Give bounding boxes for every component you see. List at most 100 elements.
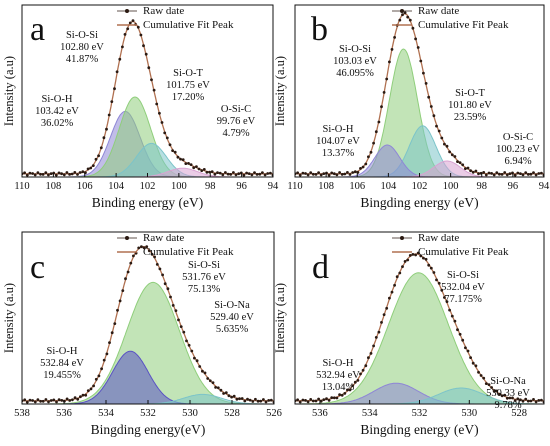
raw-data-point bbox=[137, 246, 141, 250]
raw-data-point bbox=[102, 358, 106, 362]
raw-data-point bbox=[99, 146, 103, 150]
chart-panel-d: 536 534 532 530 528 Bingding energy (eV) Inten… bbox=[273, 231, 545, 437]
raw-data-point bbox=[65, 171, 69, 174]
raw-data-point bbox=[49, 399, 53, 402]
raw-data-point bbox=[445, 144, 449, 148]
raw-data-point bbox=[443, 142, 446, 146]
raw-data-point bbox=[325, 397, 328, 401]
annotation-line: 46.095% bbox=[336, 68, 374, 79]
raw-data-point bbox=[25, 400, 29, 404]
raw-data-point bbox=[150, 252, 154, 256]
raw-data-point bbox=[369, 150, 373, 154]
raw-data-point bbox=[118, 57, 122, 61]
raw-data-point bbox=[393, 36, 396, 39]
raw-data-point bbox=[414, 37, 417, 41]
x-tick-label: 110 bbox=[287, 181, 302, 192]
raw-data-point bbox=[353, 170, 357, 174]
raw-data-point bbox=[232, 171, 235, 174]
raw-data-point bbox=[335, 396, 339, 400]
raw-data-point bbox=[534, 173, 538, 177]
raw-data-point bbox=[256, 399, 260, 403]
raw-data-point bbox=[250, 173, 254, 177]
raw-data-point bbox=[416, 46, 420, 49]
plot-area bbox=[295, 251, 544, 404]
raw-data-point bbox=[131, 19, 135, 22]
raw-data-point bbox=[97, 374, 101, 378]
raw-data-point bbox=[173, 150, 177, 154]
raw-data-point bbox=[33, 173, 37, 177]
raw-data-point bbox=[39, 399, 42, 403]
raw-data-point bbox=[107, 113, 111, 117]
raw-data-point bbox=[469, 169, 472, 173]
raw-data-point bbox=[304, 399, 307, 402]
peak-annotation: Si-O-Si 103.03 eV 46.095% bbox=[333, 44, 377, 79]
raw-data-point bbox=[322, 398, 326, 401]
x-tick-label: 98 bbox=[477, 181, 488, 192]
x-axis-title: Binding energy (eV) bbox=[92, 195, 203, 210]
legend-fit-label: Cumulative Fit Peak bbox=[143, 246, 234, 258]
annotation-line: 5.635% bbox=[216, 324, 249, 335]
raw-data-point bbox=[105, 352, 109, 356]
raw-data-point bbox=[340, 173, 344, 176]
legend: Raw date Cumulative Fit Peak bbox=[392, 232, 509, 258]
raw-data-point bbox=[314, 173, 318, 176]
peak-si-o-na bbox=[295, 387, 544, 404]
raw-data-point bbox=[484, 382, 488, 385]
raw-data-point bbox=[41, 399, 45, 403]
x-tick-label: 534 bbox=[362, 408, 379, 419]
annotation-line: 36.02% bbox=[41, 118, 74, 129]
raw-data-point bbox=[495, 389, 499, 393]
raw-data-point bbox=[500, 394, 504, 398]
x-tick-label: 530 bbox=[182, 408, 198, 419]
raw-data-point bbox=[508, 172, 512, 176]
raw-data-point bbox=[47, 173, 50, 177]
raw-data-point bbox=[330, 396, 334, 399]
raw-data-point bbox=[242, 173, 246, 177]
raw-data-point bbox=[185, 339, 188, 343]
raw-data-point bbox=[380, 321, 383, 324]
raw-data-point bbox=[343, 172, 347, 176]
raw-data-point bbox=[224, 171, 227, 174]
legend-raw-marker bbox=[400, 9, 404, 13]
raw-data-point bbox=[47, 400, 50, 404]
raw-data-point bbox=[110, 331, 114, 335]
raw-data-point bbox=[477, 370, 480, 374]
raw-data-point bbox=[171, 304, 175, 307]
raw-data-point bbox=[398, 271, 402, 275]
peak-o-si-c bbox=[295, 160, 544, 177]
raw-data-point bbox=[197, 167, 201, 171]
raw-data-point bbox=[229, 173, 233, 176]
raw-data-point bbox=[132, 254, 135, 258]
raw-data-point bbox=[248, 398, 252, 402]
peak-si-o-t bbox=[22, 142, 273, 177]
raw-data-point bbox=[235, 397, 239, 401]
annotation-line: Si-O-Si bbox=[447, 270, 479, 281]
raw-data-point bbox=[171, 149, 175, 153]
raw-data-point bbox=[213, 172, 217, 176]
raw-data-point bbox=[57, 171, 61, 175]
raw-data-point bbox=[158, 111, 161, 115]
x-tick-label: 536 bbox=[56, 408, 72, 419]
raw-data-point bbox=[128, 21, 132, 25]
raw-data-point bbox=[437, 129, 441, 133]
raw-data-point bbox=[184, 162, 188, 166]
raw-data-point bbox=[145, 245, 149, 249]
x-tick-label: 94 bbox=[539, 181, 550, 192]
raw-data-point bbox=[177, 318, 180, 322]
x-tick-label: 100 bbox=[171, 181, 187, 192]
raw-data-point bbox=[346, 388, 349, 392]
raw-data-point bbox=[126, 270, 130, 274]
raw-data-point bbox=[458, 332, 462, 336]
raw-data-point bbox=[70, 172, 74, 176]
raw-data-point bbox=[390, 290, 394, 294]
raw-data-point bbox=[380, 105, 383, 109]
raw-data-point bbox=[364, 364, 368, 368]
raw-data-point bbox=[330, 171, 334, 175]
raw-data-point bbox=[142, 44, 145, 48]
raw-data-point bbox=[390, 48, 394, 51]
raw-data-point bbox=[429, 266, 433, 270]
raw-data-point bbox=[458, 161, 462, 165]
raw-data-point bbox=[456, 328, 459, 332]
raw-data-point bbox=[86, 167, 90, 171]
